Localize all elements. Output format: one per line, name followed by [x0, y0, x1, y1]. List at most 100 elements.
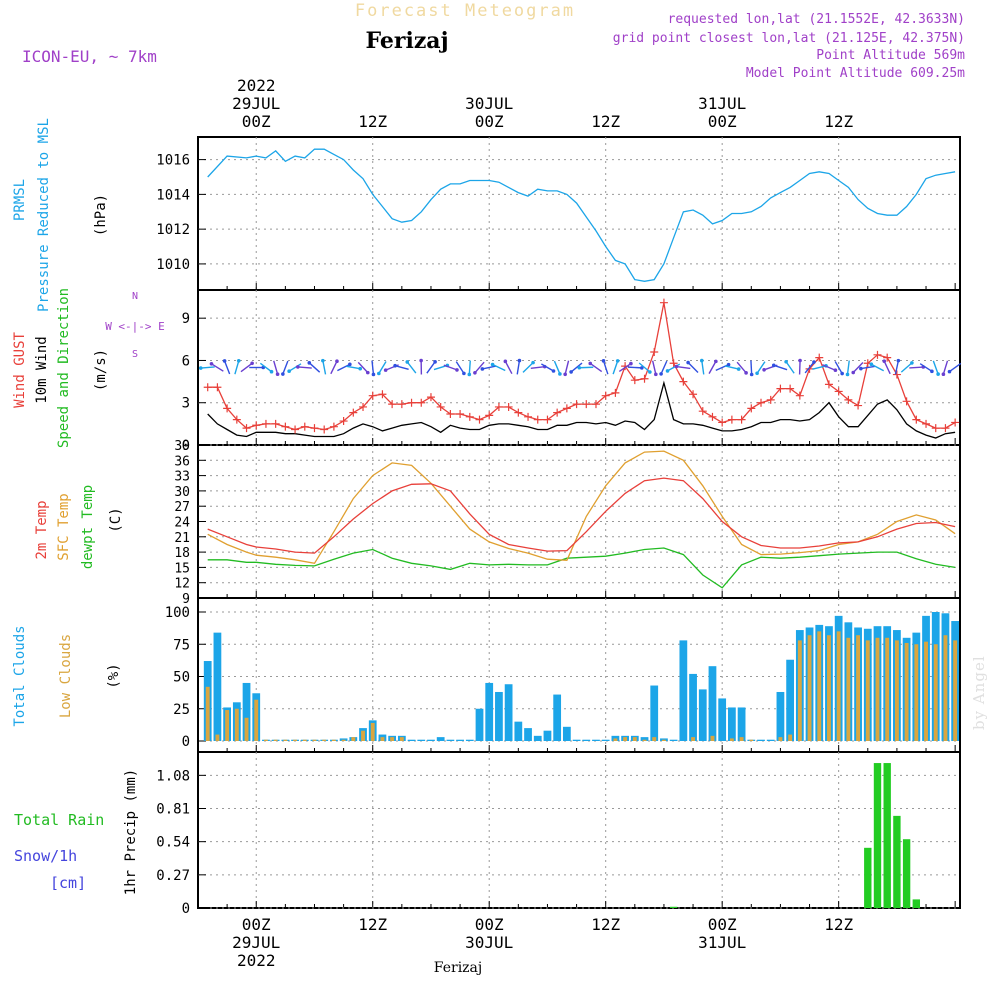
total-cloud-bar — [689, 673, 697, 741]
wind-direction-arrow — [234, 360, 240, 375]
gust-marker — [475, 415, 484, 424]
wind-ytick-label: 9 — [182, 311, 190, 327]
low-cloud-bar — [924, 641, 928, 741]
wind-direction-arrowhead — [551, 369, 556, 373]
low-cloud-bar — [817, 631, 822, 741]
low-cloud-bar — [215, 734, 220, 741]
wind-direction-arrowhead — [281, 372, 285, 376]
model-name: ICON-EU, ~ 7km — [22, 47, 157, 66]
gust-marker — [611, 388, 620, 397]
total-cloud-bar — [660, 738, 668, 741]
wind-direction-arrowhead — [896, 358, 901, 363]
clouds-ytick-label: 0 — [182, 734, 190, 750]
grid-point-coords: grid point closest lon,lat (21.125E, 42.… — [613, 31, 965, 46]
wind-speed-line — [207, 380, 956, 439]
location-title: Ferizaj — [365, 28, 448, 54]
wind-direction-arrow — [736, 361, 747, 374]
total-cloud-bar — [339, 738, 348, 741]
clouds-ytick-label: 50 — [173, 670, 190, 686]
label-low-clouds: Low Clouds — [58, 634, 74, 718]
wind-direction-arrowhead — [762, 367, 766, 372]
wind-direction-arrowhead — [869, 362, 874, 367]
total-cloud-bar — [436, 737, 445, 741]
wind-direction-arrow — [894, 360, 900, 375]
temp-ytick-label: 18 — [174, 546, 190, 561]
gust-marker — [553, 408, 562, 417]
low-cloud-bar — [370, 722, 375, 741]
wind-direction-arrow — [371, 360, 375, 375]
label-wind-gust: Wind GUST — [12, 332, 28, 408]
gust-marker — [223, 404, 232, 413]
temp-2m-line — [207, 477, 956, 554]
gust-marker — [533, 415, 542, 424]
rain-bar — [902, 839, 911, 908]
bottom-axis-label: 00Z — [242, 915, 271, 934]
wind-direction-arrowhead — [365, 370, 370, 375]
total-cloud-bar — [543, 730, 552, 741]
label-ms: (m/s) — [93, 349, 109, 391]
low-cloud-bar — [885, 637, 890, 741]
low-cloud-bar — [749, 739, 754, 741]
wind-direction-arrow — [357, 361, 369, 374]
low-cloud-bar — [652, 737, 657, 741]
wind-direction-arrowhead — [648, 370, 652, 374]
wind-direction-arrowhead — [377, 371, 381, 376]
wind-direction-arrow — [443, 364, 458, 371]
total-cloud-bar — [407, 739, 416, 741]
wind-direction-arrow — [724, 365, 739, 370]
total-cloud-bar — [533, 735, 542, 741]
wind-direction-arrow — [330, 360, 338, 375]
gust-marker — [300, 422, 309, 431]
gust-marker — [689, 390, 698, 399]
gust-marker — [514, 408, 523, 417]
wind-direction-arrow — [474, 361, 485, 374]
bottom-axis-label: 2022 — [237, 951, 276, 970]
bottom-axis-label: 00Z — [475, 915, 504, 934]
gust-marker — [242, 424, 251, 433]
wind-direction-arrowhead — [714, 359, 718, 364]
dewpt-line — [207, 547, 956, 589]
wind-direction-arrowhead — [473, 370, 477, 375]
low-cloud-bar — [264, 739, 268, 741]
wind-direction-arrow — [211, 363, 224, 372]
gust-marker — [582, 400, 591, 409]
wind-direction-arrow — [553, 360, 561, 375]
label-cm: [cm] — [50, 874, 86, 892]
gust-marker — [873, 350, 882, 359]
precip-ytick-label: 0.81 — [156, 802, 190, 818]
gust-marker — [349, 408, 358, 417]
low-cloud-bar — [739, 737, 744, 741]
low-cloud-bar — [894, 640, 899, 741]
low-cloud-bar — [788, 734, 793, 741]
low-cloud-bar — [661, 739, 666, 741]
wind-direction-arrow — [756, 361, 766, 374]
wind-direction-arrow — [455, 361, 465, 374]
wind-direction-arrow — [516, 360, 521, 375]
gust-marker — [465, 412, 474, 421]
gust-marker — [339, 417, 348, 426]
label-celsius: (C) — [108, 507, 124, 532]
wind-direction-arrowhead — [558, 372, 562, 376]
low-cloud-bar — [632, 737, 637, 741]
gust-marker — [815, 353, 824, 362]
pressure-panel: 1010 1012 1014 1016 — [156, 136, 961, 291]
label-speed-direction: Speed and Direction — [56, 288, 72, 448]
total-cloud-bar — [650, 685, 659, 741]
precip-ytick-label: 0.54 — [156, 835, 190, 851]
wind-direction-arrow — [860, 365, 875, 370]
temp-ytick-label: 36 — [174, 454, 190, 469]
wind-direction-arrowhead — [383, 368, 388, 372]
gust-marker — [543, 415, 552, 424]
gust-marker — [310, 424, 319, 433]
top-axis-label: 00Z — [242, 112, 271, 131]
gust-marker — [388, 400, 397, 409]
low-cloud-bar — [953, 640, 958, 741]
wind-direction-arrow — [282, 360, 289, 375]
gust-marker — [232, 415, 241, 424]
total-cloud-bar — [679, 640, 688, 741]
low-cloud-bar — [691, 737, 695, 741]
low-cloud-bar — [729, 738, 734, 741]
wind-gust-line — [207, 302, 956, 431]
wind-direction-arrowhead — [910, 361, 914, 365]
